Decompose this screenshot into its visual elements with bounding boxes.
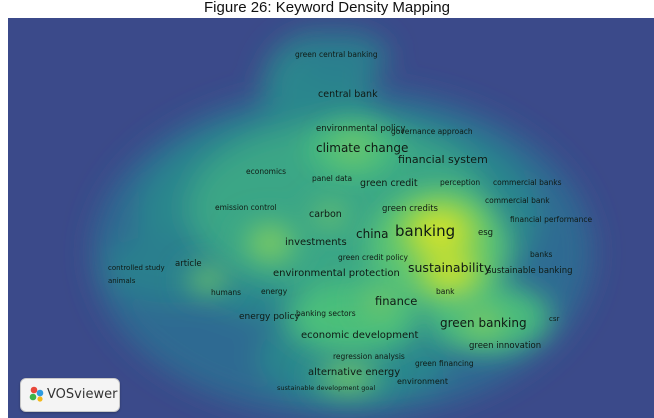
keyword-csr[interactable]: csr xyxy=(549,315,560,323)
keyword-panel-data[interactable]: panel data xyxy=(312,174,353,183)
keyword-esg[interactable]: esg xyxy=(478,228,494,238)
keyword-emission-control[interactable]: emission control xyxy=(215,203,277,212)
keyword-economic-development[interactable]: economic development xyxy=(301,330,419,341)
keyword-controlled-study[interactable]: controlled study xyxy=(108,264,165,272)
keyword-sustainable-banking[interactable]: sustainable banking xyxy=(487,266,573,276)
keyword-green-credits[interactable]: green credits xyxy=(382,204,438,214)
keyword-banking[interactable]: banking xyxy=(395,222,456,240)
keyword-sustainability[interactable]: sustainability xyxy=(408,260,492,275)
keyword-commercial-banks[interactable]: commercial banks xyxy=(493,178,562,187)
keyword-alternative-energy[interactable]: alternative energy xyxy=(308,367,401,378)
keyword-governance-approach[interactable]: governance approach xyxy=(391,127,473,136)
keyword-animals[interactable]: animals xyxy=(108,277,136,285)
density-peaks xyxy=(180,128,523,396)
keyword-green-credit[interactable]: green credit xyxy=(360,178,418,189)
figure-caption: Figure 26: Keyword Density Mapping xyxy=(204,0,450,16)
keyword-climate-change[interactable]: climate change xyxy=(316,141,409,155)
keyword-environment[interactable]: environment xyxy=(397,377,448,386)
vosviewer-logo-button[interactable]: VOSviewer xyxy=(20,378,120,412)
density-map[interactable]: green central banking central bank envir… xyxy=(8,18,654,418)
vosviewer-logo-icon xyxy=(29,386,44,402)
keyword-financial-performance[interactable]: financial performance xyxy=(510,215,593,224)
vosviewer-label: VOSviewer xyxy=(47,387,118,402)
keyword-green-financing[interactable]: green financing xyxy=(415,359,474,368)
keyword-environmental-protection[interactable]: environmental protection xyxy=(273,268,400,279)
keyword-finance[interactable]: finance xyxy=(375,294,418,308)
keyword-investments[interactable]: investments xyxy=(285,237,347,248)
keyword-perception[interactable]: perception xyxy=(440,178,481,187)
keyword-sustainable-development-goal[interactable]: sustainable development goal xyxy=(277,384,376,392)
keyword-banking-sectors[interactable]: banking sectors xyxy=(296,309,356,318)
keyword-regression-analysis[interactable]: regression analysis xyxy=(333,352,405,361)
keyword-energy-policy[interactable]: energy policy xyxy=(239,312,300,322)
keyword-banks[interactable]: banks xyxy=(530,250,553,259)
keyword-environmental-policy[interactable]: environmental policy xyxy=(316,124,406,134)
keyword-bank[interactable]: bank xyxy=(436,287,455,296)
keyword-green-innovation[interactable]: green innovation xyxy=(469,341,542,351)
keyword-energy[interactable]: energy xyxy=(261,287,288,296)
keyword-carbon[interactable]: carbon xyxy=(309,209,342,220)
keyword-economics[interactable]: economics xyxy=(246,167,287,176)
keyword-central-bank[interactable]: central bank xyxy=(318,89,378,100)
density-heatmap xyxy=(8,18,654,418)
keyword-commercial-bank[interactable]: commercial bank xyxy=(485,196,550,205)
keyword-article[interactable]: article xyxy=(175,259,202,269)
keyword-china[interactable]: china xyxy=(356,227,389,241)
keyword-green-central-banking[interactable]: green central banking xyxy=(295,50,378,59)
keyword-financial-system[interactable]: financial system xyxy=(398,153,488,166)
keyword-humans[interactable]: humans xyxy=(211,288,242,297)
keyword-green-credit-policy[interactable]: green credit policy xyxy=(338,253,408,262)
keyword-green-banking[interactable]: green banking xyxy=(440,316,527,330)
